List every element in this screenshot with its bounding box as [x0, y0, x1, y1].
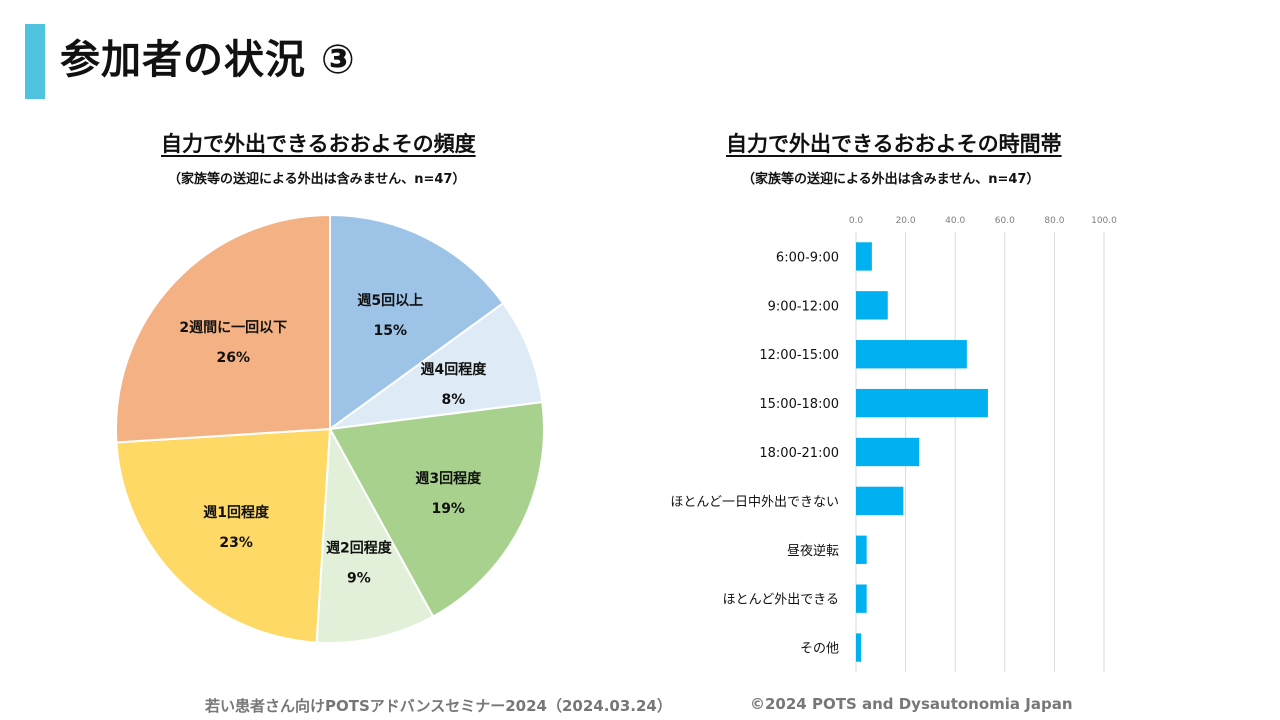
- pie-slice-label: 2週間に一回以下: [179, 320, 287, 336]
- x-tick-label: 80.0: [1044, 216, 1064, 226]
- pie-slice-percent: 8%: [441, 392, 465, 408]
- bar: [856, 437, 920, 467]
- x-tick-label: 20.0: [896, 216, 916, 226]
- pie-slice-label: 週3回程度: [415, 470, 482, 487]
- y-category-label: 12:00-15:00: [759, 348, 839, 363]
- pie-slice-label: 週1回程度: [203, 504, 270, 521]
- y-category-label: その他: [800, 642, 839, 657]
- y-category-label: 18:00-21:00: [759, 446, 839, 461]
- footer-seminar-name: 若い患者さん向けPOTSアドバンスセミナー2024（2024.03.24）: [205, 697, 672, 715]
- bar: [856, 633, 862, 662]
- page-title: 参加者の状況 ③: [60, 37, 356, 83]
- pie-slice-percent: 26%: [217, 350, 251, 366]
- bar-chart-title: 自力で外出できるおおよその時間帯: [726, 132, 1062, 156]
- bar: [856, 584, 867, 613]
- bar: [856, 340, 967, 369]
- bar: [856, 535, 867, 564]
- pie-slice: [329, 301, 544, 430]
- bar: [856, 291, 888, 320]
- x-tick-label: 40.0: [945, 216, 965, 226]
- pie-slice: [315, 425, 435, 644]
- footer-copyright: ©2024 POTS and Dysautonomia Japan: [750, 695, 1073, 713]
- y-category-label: 15:00-18:00: [759, 397, 839, 412]
- pie-slice: [115, 427, 332, 644]
- pie-slice-percent: 23%: [219, 535, 253, 551]
- bar-chart-subtitle: （家族等の送迎による外出は含みません、n=47）: [742, 172, 1040, 187]
- pie-slice: [329, 213, 505, 431]
- bar: [856, 242, 872, 271]
- pie-slice: [115, 213, 331, 444]
- pie-slice-label: 週2回程度: [326, 539, 393, 556]
- x-tick-label: 0.0: [849, 216, 864, 226]
- pie-chart-title: 自力で外出できるおおよその頻度: [161, 132, 476, 156]
- y-category-label: ほとんど一日中外出できない: [670, 495, 839, 510]
- pie-slice-percent: 19%: [431, 501, 465, 517]
- y-category-label: 昼夜逆転: [787, 543, 839, 559]
- pie-slice: [328, 401, 545, 618]
- y-category-label: ほとんど外出できる: [723, 593, 839, 608]
- pie-chart-subtitle: （家族等の送迎による外出は含みません、n=47）: [168, 172, 466, 187]
- pie-slice-percent: 15%: [373, 323, 407, 339]
- pie-slice-percent: 9%: [347, 570, 371, 586]
- title-accent-bar: [25, 24, 45, 99]
- pie-slice-label: 週4回程度: [420, 361, 487, 378]
- y-category-label: 6:00-9:00: [776, 250, 839, 265]
- y-category-label: 9:00-12:00: [768, 299, 839, 314]
- bar: [856, 388, 988, 418]
- bar: [856, 486, 904, 516]
- pie-slice-label: 週5回以上: [357, 293, 423, 309]
- x-tick-label: 100.0: [1091, 216, 1117, 226]
- x-tick-label: 60.0: [995, 216, 1015, 226]
